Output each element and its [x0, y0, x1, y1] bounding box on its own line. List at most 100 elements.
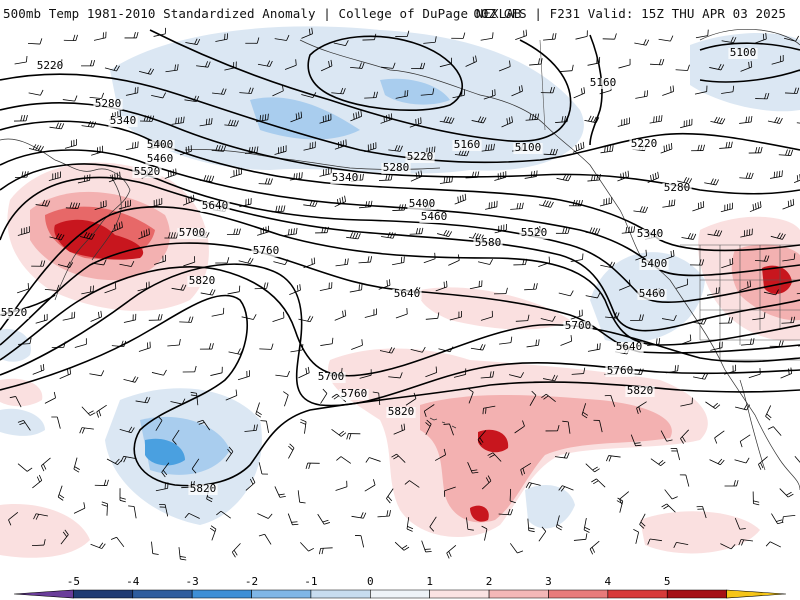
- wind-barb: [335, 480, 348, 491]
- coast-hawaii: [429, 417, 457, 429]
- wind-barb: [425, 419, 432, 435]
- wind-barb: [571, 367, 586, 375]
- wind-barb: [404, 480, 420, 488]
- wind-barb: [466, 517, 474, 531]
- wind-barb: [300, 419, 307, 434]
- contour-label-bg: [0, 308, 29, 319]
- wind-barb: [494, 223, 507, 234]
- contour-label-bg: [200, 201, 230, 212]
- wind-barb: [714, 430, 725, 444]
- wind-barb: [618, 279, 631, 291]
- wind-barb: [63, 34, 78, 42]
- wind-barb: [695, 29, 709, 39]
- wind-barb: [231, 543, 241, 558]
- wind-barb: [351, 512, 367, 519]
- wind-barb: [421, 540, 432, 553]
- wind-barb: [28, 89, 44, 96]
- wind-barb: [244, 146, 259, 154]
- wind-barb: [724, 364, 737, 375]
- wind-barb: [520, 462, 532, 476]
- wind-barb: [94, 200, 107, 211]
- wind-barb: [707, 229, 723, 237]
- contour-label-bg: [614, 342, 644, 353]
- wind-barb: [8, 511, 19, 526]
- wind-barb: [738, 539, 754, 546]
- wind-barb: [317, 513, 330, 525]
- wind-barb: [647, 538, 662, 545]
- wind-barb: [128, 505, 137, 519]
- wind-barb: [197, 419, 211, 431]
- wind-barb: [515, 314, 530, 322]
- wind-barb: [735, 403, 751, 411]
- wind-barb: [79, 231, 95, 240]
- wind-barb: [555, 227, 570, 234]
- wind-barb: [538, 256, 550, 268]
- wind-barb: [572, 141, 585, 153]
- wind-barb: [635, 249, 647, 261]
- wind-barb: [498, 60, 511, 72]
- wind-barb: [138, 68, 155, 75]
- wind-barb: [17, 226, 30, 236]
- wind-barb: [558, 485, 574, 492]
- cold-anomaly-west-2: [0, 408, 45, 436]
- wind-barb: [740, 60, 753, 72]
- contour-label-bg: [637, 289, 667, 300]
- border-states-1: [699, 245, 781, 360]
- wind-barb: [664, 489, 678, 500]
- contour-5820: [0, 294, 800, 487]
- wind-barb: [298, 366, 310, 379]
- wind-barb: [721, 36, 737, 44]
- contour-label-bg: [251, 246, 281, 257]
- wind-barb: [771, 513, 784, 525]
- wind-barb: [17, 420, 31, 431]
- wind-barb: [319, 167, 332, 177]
- wind-barb: [151, 369, 167, 376]
- wind-barb: [633, 206, 649, 213]
- wind-barb: [573, 87, 586, 99]
- wind-barb: [692, 373, 708, 380]
- wind-barb: [215, 257, 230, 264]
- wind-barb: [17, 283, 29, 294]
- wind-barb: [796, 293, 800, 295]
- wind-barb: [388, 372, 403, 379]
- wind-barb: [587, 174, 601, 182]
- wind-barb: [630, 434, 642, 447]
- wind-barb: [692, 201, 705, 212]
- cold-anomaly-west: [0, 329, 31, 362]
- wind-barb: [365, 457, 381, 463]
- contour-label: 5340: [110, 114, 137, 127]
- wind-barb: [151, 541, 159, 555]
- wind-barb: [785, 87, 800, 94]
- wind-barb: [570, 309, 583, 320]
- wind-barb: [734, 457, 750, 464]
- contour-label-bg: [605, 366, 635, 377]
- wind-barb: [364, 479, 376, 492]
- wind-barb: [591, 478, 606, 488]
- wind-barb: [647, 171, 660, 184]
- wind-barb: [439, 57, 453, 68]
- contour-label-bg: [452, 140, 482, 151]
- wind-barb: [754, 32, 767, 44]
- wind-barb: [119, 426, 135, 434]
- wind-barb: [96, 404, 107, 418]
- contour-label: 5580: [475, 236, 502, 249]
- wind-barb: [215, 33, 229, 42]
- wind-barb: [769, 340, 784, 347]
- contour-label-bg: [145, 154, 175, 165]
- colorbar-tick: 0: [367, 575, 374, 588]
- wind-barb: [411, 62, 426, 70]
- contour-label: 5700: [318, 370, 345, 383]
- wind-barb: [32, 364, 45, 375]
- wind-barb: [477, 430, 487, 445]
- wind-barb: [362, 33, 377, 41]
- wind-barb: [395, 90, 409, 99]
- wind-barb: [556, 174, 572, 182]
- wind-barb: [216, 510, 231, 519]
- wind-barb: [437, 229, 453, 237]
- wind-barb: [758, 456, 768, 470]
- wind-barb: [380, 113, 393, 124]
- wind-barb: [351, 339, 363, 350]
- colorbar-tick: -2: [245, 575, 258, 588]
- contour-label-bg: [177, 228, 207, 239]
- wind-barb: [284, 59, 297, 70]
